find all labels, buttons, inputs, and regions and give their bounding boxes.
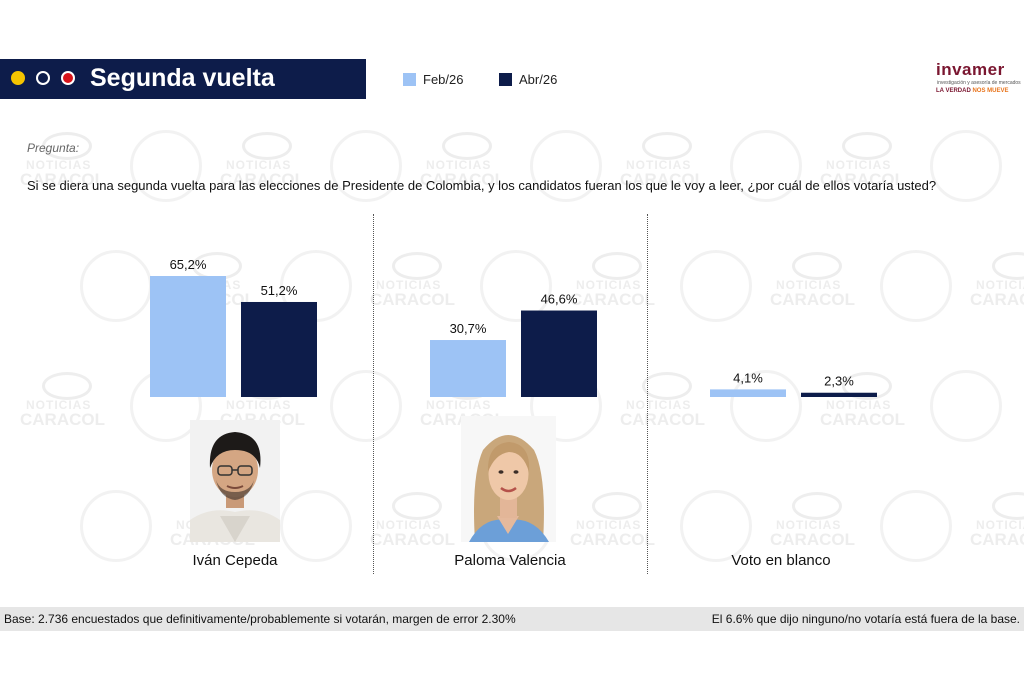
footer-exclusion-note: El 6.6% que dijo ninguno/no votaría está… xyxy=(711,612,1020,626)
legend-swatch-feb xyxy=(403,73,416,86)
data-label-paloma-valencia-abr-26: 46,6% xyxy=(541,292,578,307)
data-label-ivan-cepeda-feb-26: 65,2% xyxy=(170,257,207,272)
brand-subtitle: investigación y asesoría de mercados xyxy=(937,80,1021,86)
brand-tagline: LA VERDAD NOS MUEVE xyxy=(936,88,1008,94)
bar-ivan-cepeda-feb-26 xyxy=(150,276,226,397)
blue-dot-icon xyxy=(36,71,50,85)
candidate-photo-paloma-valencia xyxy=(461,416,556,542)
divider-1 xyxy=(373,214,374,574)
data-label-paloma-valencia-feb-26: 30,7% xyxy=(450,321,487,336)
candidate-name-paloma-valencia: Paloma Valencia xyxy=(454,552,566,569)
data-label-voto-en-blanco-abr-26: 2,3% xyxy=(824,374,854,389)
title-bar: Segunda vuelta xyxy=(0,59,366,99)
brand-name: invamer xyxy=(936,60,1005,79)
legend-swatch-abr xyxy=(499,73,512,86)
brand-tagline-a: LA VERDAD xyxy=(936,88,971,94)
question-text: Si se diera una segunda vuelta para las … xyxy=(27,178,937,193)
legend-label-abr: Abr/26 xyxy=(519,72,558,87)
category-name-voto-en-blanco: Voto en blanco xyxy=(731,552,831,569)
footer-base-note: Base: 2.736 encuestados que definitivame… xyxy=(4,612,516,626)
candidate-photo-ivan-cepeda xyxy=(190,420,280,542)
data-label-voto-en-blanco-feb-26: 4,1% xyxy=(733,370,763,385)
page-title: Segunda vuelta xyxy=(90,64,275,92)
invamer-logo: invamer investigación y asesoría de merc… xyxy=(936,60,1021,100)
bar-paloma-valencia-abr-26 xyxy=(521,310,597,397)
bar-paloma-valencia-feb-26 xyxy=(430,340,506,397)
legend-label-feb: Feb/26 xyxy=(423,72,464,87)
footer-bar: Base: 2.736 encuestados que definitivame… xyxy=(0,607,1024,631)
bar-ivan-cepeda-abr-26 xyxy=(241,301,317,397)
brand-tagline-b: NOS MUEVE xyxy=(972,88,1009,94)
bar-voto-en-blanco-abr-26 xyxy=(801,392,877,397)
candidate-name-ivan-cepeda: Iván Cepeda xyxy=(192,552,278,569)
red-dot-icon xyxy=(61,71,75,85)
divider-2 xyxy=(647,214,648,574)
bar-voto-en-blanco-feb-26 xyxy=(710,389,786,397)
data-label-ivan-cepeda-abr-26: 51,2% xyxy=(261,283,298,298)
question-label: Pregunta: xyxy=(27,141,80,155)
yellow-dot-icon xyxy=(11,71,25,85)
